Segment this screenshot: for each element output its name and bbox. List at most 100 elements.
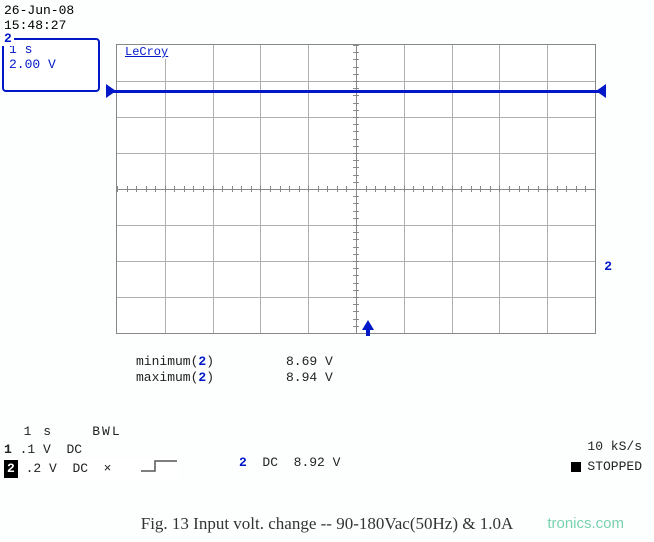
axis-tick — [528, 186, 529, 192]
axis-tick — [353, 232, 359, 233]
axis-tick — [127, 186, 128, 192]
timebase-header: 1 s — [24, 424, 53, 439]
ch1-vdiv: .1 V — [20, 442, 51, 457]
channel-number-badge: 2 — [2, 31, 14, 46]
axis-tick — [117, 186, 118, 192]
axis-tick — [353, 326, 359, 327]
channel-info-box: 2 1 s 2.00 V — [2, 38, 100, 92]
axis-tick — [353, 283, 359, 284]
axis-tick — [432, 186, 433, 192]
meas-value: 8.94 V — [286, 370, 333, 386]
axis-tick — [394, 186, 395, 192]
axis-tick — [353, 45, 359, 46]
axis-tick — [519, 186, 520, 192]
axis-tick — [353, 319, 359, 320]
meas-label-close: ) — [206, 370, 214, 385]
bwl-label: BWL — [92, 424, 121, 439]
axis-tick — [353, 59, 359, 60]
axis-tick — [184, 186, 185, 192]
ch2-number: 2 — [4, 460, 18, 478]
axis-tick — [375, 186, 376, 192]
trigger-info: 2 DC 8.92 V — [239, 455, 340, 470]
axis-tick — [165, 186, 166, 192]
axis-tick — [538, 186, 539, 192]
axis-tick — [353, 189, 359, 190]
axis-tick — [353, 239, 359, 240]
time-text: 15:48:27 — [4, 19, 74, 34]
axis-tick — [404, 186, 405, 192]
scope-grid: LeCroy — [116, 44, 596, 334]
axis-tick — [136, 186, 137, 192]
axis-tick — [299, 186, 300, 192]
measurement-row: minimum(2) 8.69 V — [136, 354, 333, 370]
axis-tick — [423, 186, 424, 192]
axis-tick — [353, 225, 359, 226]
trigger-coupling: DC — [262, 455, 278, 470]
status-text: STOPPED — [587, 459, 642, 474]
waveform-trace — [109, 90, 603, 93]
trigger-channel: 2 — [239, 455, 247, 470]
axis-tick — [385, 186, 386, 192]
axis-tick — [308, 186, 309, 192]
edge-trigger-icon — [139, 458, 179, 480]
axis-tick — [353, 110, 359, 111]
axis-tick — [353, 254, 359, 255]
ch2-coupling: DC — [72, 461, 88, 476]
watermark-text: tronics.com — [547, 515, 624, 532]
axis-tick — [353, 81, 359, 82]
ch1-coupling: DC — [66, 442, 82, 457]
axis-tick — [353, 182, 359, 183]
axis-tick — [353, 160, 359, 161]
axis-tick — [193, 186, 194, 192]
axis-tick — [270, 186, 271, 192]
axis-tick — [353, 304, 359, 305]
axis-tick — [509, 186, 510, 192]
axis-tick — [353, 95, 359, 96]
axis-tick — [461, 186, 462, 192]
channel-side-label: 2 — [604, 259, 612, 274]
timebase-text: 1 s — [9, 43, 93, 58]
axis-tick — [353, 196, 359, 197]
axis-tick — [353, 290, 359, 291]
axis-tick — [353, 153, 359, 154]
axis-tick — [566, 186, 567, 192]
datetime-block: 26-Jun-08 15:48:27 — [4, 4, 74, 34]
date-text: 26-Jun-08 — [4, 4, 74, 19]
axis-tick — [353, 52, 359, 53]
axis-tick — [353, 333, 359, 334]
axis-tick — [353, 167, 359, 168]
ch1-number: 1 — [4, 442, 12, 457]
axis-tick — [213, 186, 214, 192]
axis-tick — [366, 186, 367, 192]
axis-tick — [146, 186, 147, 192]
axis-tick — [585, 186, 586, 192]
axis-tick — [442, 186, 443, 192]
trigger-position-arrow — [361, 320, 375, 336]
axis-tick — [353, 146, 359, 147]
axis-tick — [480, 186, 481, 192]
axis-tick — [557, 186, 558, 192]
trigger-level: 8.92 V — [294, 455, 341, 470]
axis-tick — [337, 186, 338, 192]
stop-icon — [571, 462, 581, 472]
axis-tick — [490, 186, 491, 192]
ground-marker-right — [596, 84, 606, 98]
axis-tick — [353, 268, 359, 269]
meas-label-close: ) — [206, 354, 214, 369]
status-bar: 1 s BWL 1 .1 V DC 2 .2 V DC × 2 DC 8.92 … — [4, 423, 650, 480]
meas-value: 8.69 V — [286, 354, 333, 370]
axis-tick — [155, 186, 156, 192]
axis-tick — [353, 139, 359, 140]
axis-tick — [174, 186, 175, 192]
axis-tick — [353, 297, 359, 298]
axis-tick — [452, 186, 453, 192]
axis-tick — [353, 261, 359, 262]
axis-tick — [280, 186, 281, 192]
axis-tick — [251, 186, 252, 192]
ch2-vdiv: .2 V — [26, 461, 57, 476]
axis-tick — [353, 211, 359, 212]
axis-tick — [353, 67, 359, 68]
meas-label: maximum( — [136, 370, 198, 385]
axis-tick — [353, 175, 359, 176]
axis-tick — [576, 186, 577, 192]
